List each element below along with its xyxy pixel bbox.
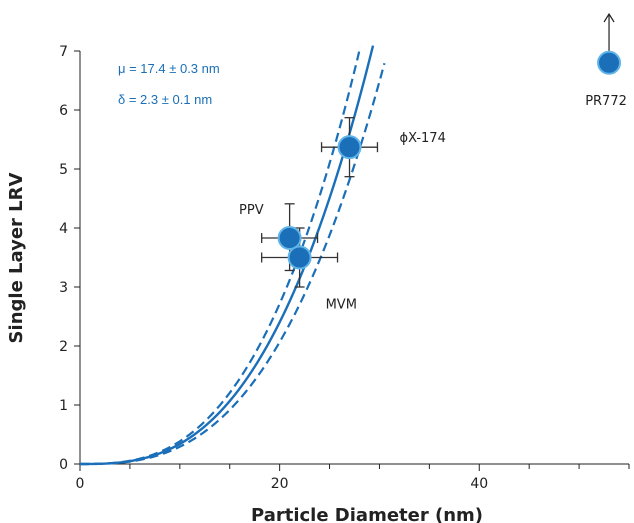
y-tick-label: 2 (59, 339, 68, 355)
data-point (337, 135, 362, 160)
axes: 0 20 40 0 1 2 3 4 5 6 7 (59, 44, 630, 492)
data-points (277, 12, 622, 270)
annotations: μ = 17.4 ± 0.3 nm δ = 2.3 ± 0.1 nm (118, 61, 220, 107)
fit-lower-bound (80, 62, 386, 466)
fit-annotation: δ = 2.3 ± 0.1 nm (118, 92, 212, 107)
y-tick-label: 0 (59, 457, 68, 473)
data-point (287, 245, 312, 270)
fit-curves (80, 45, 386, 466)
fit-upper-bound (80, 46, 362, 466)
x-axis-title: Particle Diameter (nm) (251, 505, 483, 523)
y-tick-label: 6 (59, 103, 68, 119)
point-label: MVM (326, 298, 357, 313)
y-tick-label: 3 (59, 280, 68, 296)
point-labels: PPV MVM ϕX-174 PR772 (239, 94, 627, 313)
x-tick-label: 0 (76, 476, 85, 492)
x-tick-label: 20 (271, 476, 289, 492)
y-tick-label: 1 (59, 398, 68, 414)
point-label: PPV (239, 203, 264, 218)
y-axis-title: Single Layer LRV (6, 172, 27, 343)
y-tick-label: 5 (59, 162, 68, 178)
point-label: ϕX-174 (400, 131, 446, 146)
data-point (597, 50, 622, 75)
x-tick-label: 40 (470, 476, 488, 492)
point-label: PR772 (585, 94, 627, 109)
y-tick-label: 7 (59, 44, 68, 60)
y-tick-label: 4 (59, 221, 68, 237)
fit-curve (80, 45, 375, 466)
up-arrow-head (603, 12, 615, 23)
fit-annotation: μ = 17.4 ± 0.3 nm (118, 61, 220, 76)
data-point (277, 226, 302, 251)
